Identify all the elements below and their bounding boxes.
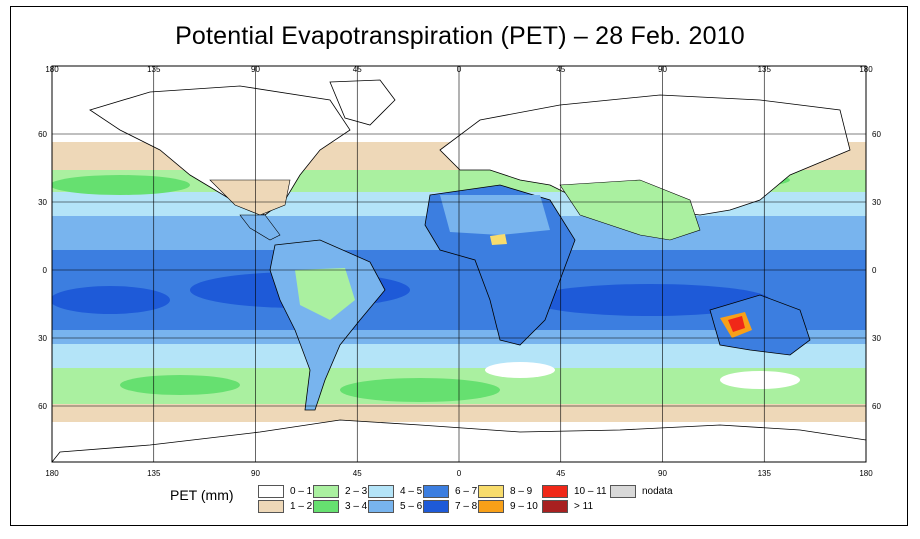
- land-asia-south: [559, 179, 701, 241]
- bottom-tick: 90: [251, 469, 260, 478]
- bottom-tick-labels: 180 135 90 45 0 45 90 135 180: [45, 469, 873, 478]
- patch-white: [485, 362, 555, 378]
- patch-green: [340, 378, 500, 402]
- bottom-tick: 135: [758, 469, 772, 478]
- legend-label-4-5: 4 – 5: [400, 486, 423, 497]
- bottom-tick: 180: [859, 469, 873, 478]
- graticule: [52, 66, 866, 462]
- right-tick-labels: 60 30 0 30 60: [872, 130, 881, 411]
- patch-white: [720, 371, 800, 389]
- legend-label-3-4: 3 – 4: [345, 501, 368, 512]
- figure-frame: [10, 6, 908, 526]
- right-tick: 60: [872, 130, 881, 139]
- map-title: Potential Evapotranspiration (PET) – 28 …: [175, 22, 745, 50]
- top-tick: 135: [758, 65, 772, 74]
- legend-swatch-8-9: [478, 485, 504, 498]
- legend-label-0-1: 0 – 1: [290, 486, 313, 497]
- legend-swatch-4-5: [368, 485, 394, 498]
- legend-label-nodata: nodata: [642, 486, 673, 497]
- legend-label-8-9: 8 – 9: [510, 486, 533, 497]
- top-tick: 45: [353, 65, 362, 74]
- patch-green: [52, 175, 190, 195]
- legend-swatch-2-3: [313, 485, 339, 498]
- land-australia: [709, 294, 811, 356]
- legend-swatch-6-7: [423, 485, 449, 498]
- top-tick: 180: [859, 65, 873, 74]
- left-tick: 30: [38, 198, 47, 207]
- top-tick: 0: [457, 65, 462, 74]
- top-tick: 90: [658, 65, 667, 74]
- patch-green: [120, 375, 240, 395]
- bottom-tick: 45: [556, 469, 565, 478]
- right-tick: 0: [872, 266, 877, 275]
- right-tick: 60: [872, 402, 881, 411]
- legend-swatch-7-8: [423, 500, 449, 513]
- land-nigeria-hot: [490, 234, 507, 245]
- top-tick: 45: [556, 65, 565, 74]
- patch-darkblue: [530, 284, 770, 316]
- top-tick: 135: [147, 65, 161, 74]
- legend-title: PET (mm): [170, 487, 234, 503]
- top-tick-labels: 180 135 90 45 0 45 90 135 180: [45, 65, 873, 74]
- top-tick: 90: [251, 65, 260, 74]
- land-central-america: [239, 214, 281, 241]
- land-us-south: [209, 179, 291, 216]
- bottom-tick: 90: [658, 469, 667, 478]
- legend-label-gt-11: > 11: [574, 501, 593, 512]
- legend-swatch-5-6: [368, 500, 394, 513]
- bottom-tick: 45: [353, 469, 362, 478]
- right-tick: 30: [872, 334, 881, 343]
- legend-label-7-8: 7 – 8: [455, 501, 478, 512]
- bottom-tick: 180: [45, 469, 59, 478]
- legend-label-10-11: 10 – 11: [574, 486, 607, 497]
- legend-swatch-3-4: [313, 500, 339, 513]
- legend-label-1-2: 1 – 2: [290, 501, 313, 512]
- bottom-tick: 0: [457, 469, 462, 478]
- legend-swatch-nodata: [610, 485, 636, 498]
- left-tick-labels: 60 30 0 30 60: [38, 130, 47, 411]
- top-tick: 180: [45, 65, 59, 74]
- left-tick: 60: [38, 130, 47, 139]
- land-sa-patch: [295, 268, 355, 320]
- legend-label-2-3: 2 – 3: [345, 486, 368, 497]
- legend-swatch-9-10: [478, 500, 504, 513]
- land-australia-hotter: [728, 316, 745, 332]
- land-eurasia: [439, 94, 851, 216]
- bottom-tick: 135: [147, 469, 161, 478]
- legend-swatch-10-11: [542, 485, 568, 498]
- left-tick: 0: [43, 266, 48, 275]
- legend-label-9-10: 9 – 10: [510, 501, 538, 512]
- land-sahara: [440, 195, 550, 235]
- patch-darkblue: [52, 286, 170, 314]
- right-tick: 30: [872, 198, 881, 207]
- legend-label-6-7: 6 – 7: [455, 486, 478, 497]
- legend-swatch-1-2: [258, 500, 284, 513]
- land-greenland: [329, 79, 396, 126]
- left-tick: 30: [38, 334, 47, 343]
- map-border: [51, 65, 867, 463]
- left-tick: 60: [38, 402, 47, 411]
- legend-swatch-0-1: [258, 485, 284, 498]
- legend-swatch-gt-11: [542, 500, 568, 513]
- legend-label-5-6: 5 – 6: [400, 501, 423, 512]
